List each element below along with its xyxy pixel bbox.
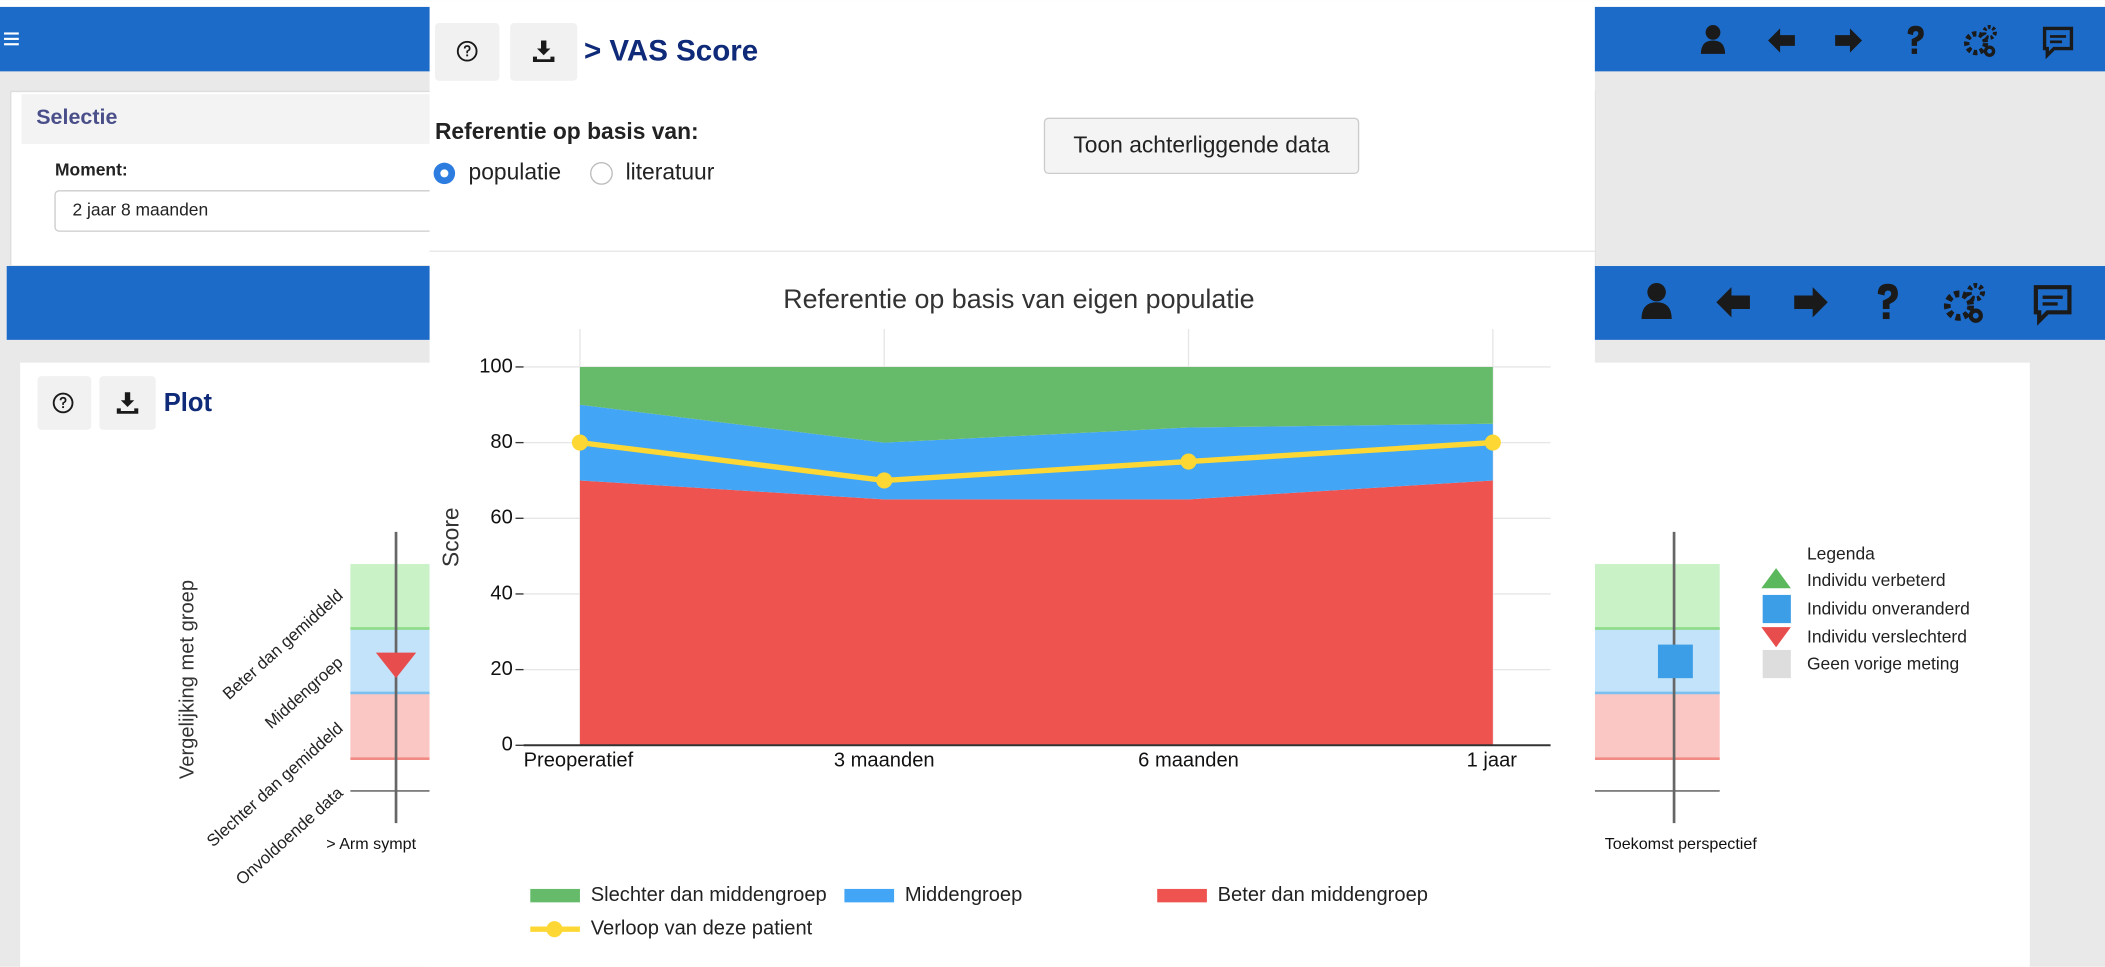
legend-label: Slechter dan middengroep xyxy=(591,884,827,906)
legend-symbol xyxy=(1762,594,1791,624)
selection-title: Selectie xyxy=(36,105,117,129)
band-bad xyxy=(1594,692,1720,759)
y-tick-label: 20 xyxy=(490,658,512,680)
area xyxy=(579,366,1493,443)
band-mid xyxy=(1594,628,1720,693)
band-good xyxy=(350,564,430,629)
y-tick-label: 60 xyxy=(490,507,512,529)
point xyxy=(876,472,893,489)
x-tick-label: 3 maanden xyxy=(834,750,935,772)
y-axis-label: Vergelijking met groep xyxy=(176,580,198,779)
modal-title: > VAS Score xyxy=(584,34,758,67)
legend-title: Legenda xyxy=(1807,543,1875,563)
menu-icon[interactable] xyxy=(4,32,19,46)
plot-title: Plot xyxy=(164,389,213,417)
chart-title: Referentie op basis van eigen populatie xyxy=(783,284,1254,314)
point xyxy=(571,434,589,451)
marker-worse xyxy=(375,652,417,679)
legend-item: Individu verbeterd xyxy=(1807,570,1946,590)
legend-item: Geen vorige meting xyxy=(1807,653,1959,673)
legend-label: Verloop van deze patient xyxy=(591,918,813,940)
legend-item: Individu onveranderd xyxy=(1807,598,1970,618)
data-button[interactable] xyxy=(1043,117,1360,175)
area xyxy=(579,480,1493,746)
x-tick-label: 1 jaar xyxy=(1467,750,1518,772)
y-tick-label: 100 xyxy=(479,355,513,377)
legend-item: Individu verslechterd xyxy=(1807,626,1967,646)
x-tick-label: Preoperatief xyxy=(524,750,634,772)
radio-dot xyxy=(440,169,449,178)
x-tick-label: 6 maanden xyxy=(1138,750,1239,772)
moment-label: Moment: xyxy=(55,159,128,179)
data-button-label: Toon achterliggende data xyxy=(1073,132,1330,158)
point xyxy=(1484,434,1501,451)
radio-label: literatuur xyxy=(626,158,715,184)
legend-swatch xyxy=(844,888,895,903)
chart: 0 20 40 60 80 100 Preoperatief 3 maanden 6 maand… xyxy=(479,329,1551,940)
y-tick-label: 0 xyxy=(502,734,513,756)
band-good xyxy=(1594,564,1720,629)
legend-symbol xyxy=(1761,627,1791,648)
legend-label: Middengroep xyxy=(905,884,1022,906)
y-tick-label: 80 xyxy=(490,431,512,453)
point xyxy=(1180,453,1197,470)
legend-swatch xyxy=(1157,888,1207,903)
radio[interactable] xyxy=(590,161,613,185)
line xyxy=(579,439,1493,484)
x-label: > Arm sympt xyxy=(326,835,416,853)
legend-label: Beter dan middengroep xyxy=(1218,884,1428,906)
radio-label: populatie xyxy=(469,158,562,184)
x-label: Toekomst perspectief xyxy=(1605,835,1758,853)
legend-swatch xyxy=(530,888,580,903)
band-bad xyxy=(350,692,430,759)
legend-symbol xyxy=(1761,568,1791,589)
legend-dot xyxy=(546,921,563,938)
moment-value: 2 jaar 8 maanden xyxy=(72,200,208,220)
y-tick-label: 40 xyxy=(490,582,512,604)
marker-unchanged xyxy=(1657,644,1693,679)
y-axis-title: Score xyxy=(437,507,463,567)
legend-symbol xyxy=(1762,649,1791,679)
reference-label: Referentie op basis van: xyxy=(435,118,699,144)
area xyxy=(579,404,1493,500)
